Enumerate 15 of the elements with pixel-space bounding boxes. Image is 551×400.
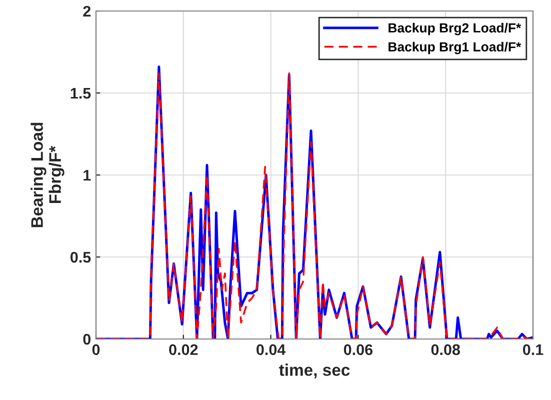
y-tick-label: 1.5: [70, 88, 91, 99]
y-tick-label: 2: [83, 6, 91, 17]
y-tick-label: 0.5: [70, 252, 91, 263]
y-tick-label: 0: [83, 334, 91, 345]
x-tick-label: 0.06: [344, 344, 373, 356]
x-tick-label: 0.04: [256, 344, 286, 356]
x-tick-label: 0.08: [431, 344, 460, 356]
legend-label: Backup Brg2 Load/F*: [388, 22, 522, 36]
legend-label: Backup Brg1 Load/F*: [388, 42, 522, 54]
x-tick-label: 0: [92, 344, 100, 356]
x-tick-label: 0.1: [522, 344, 544, 356]
y-tick-label: 1: [84, 170, 91, 181]
x-tick-label: 0.02: [169, 344, 198, 356]
x-axis-title: time, sec: [279, 364, 350, 378]
y-axis-title: Bearing Load Fbrg/F*: [30, 122, 64, 228]
